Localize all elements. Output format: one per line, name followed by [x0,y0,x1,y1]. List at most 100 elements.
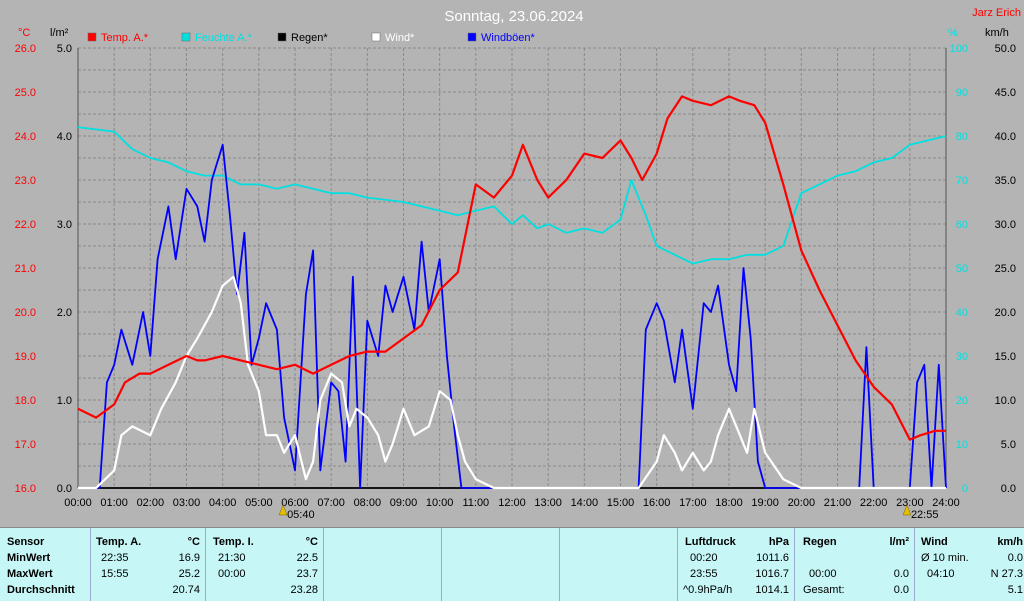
stats-sensor-header: Sensor [7,536,45,548]
temp-i-min-time: 21:30 [218,552,246,564]
temp-tick-label: 20.0 [15,307,36,319]
temp-i-max: 23.7 [296,568,318,580]
temp-i-title: Temp. I. [213,536,254,548]
humidity-unit-label: % [948,27,958,39]
chart-title: Sonntag, 23.06.2024 [444,8,583,25]
temp-i-max-time: 00:00 [218,568,246,580]
humidity-tick-label: 60 [956,219,968,231]
stats-temp-a-column: Temp. A. °C 22:35 16.9 15:55 25.2 20.74 [90,528,206,601]
chart-legend: Temp. A.* Feuchte A.* Regen* Wind* Windböen* [87,32,536,44]
temp-tick-label: 23.0 [15,175,36,187]
humidity-tick-label: 0 [962,483,968,495]
rain-unit: l/m² [889,536,909,548]
pressure-unit: hPa [768,536,789,548]
stats-empty-column [323,528,442,601]
x-tick-label: 06:00 [281,497,309,509]
x-tick-label: 11:00 [462,497,489,509]
wind-tick-label: 15.0 [995,351,1016,363]
wind-max: N 27.3 [990,568,1023,580]
rain-total: 0.0 [893,584,909,596]
humidity-tick-label: 90 [956,87,968,99]
legend-swatch [87,32,97,42]
stats-row-max: MaxWert [7,568,53,580]
rain-tick-label: 5.0 [57,43,72,55]
humidity-tick-label: 40 [956,307,968,319]
x-tick-label: 22:00 [860,497,888,509]
pressure-max: 1016.7 [755,568,789,580]
pressure-max-time: 23:55 [690,568,718,580]
stats-row-min: MinWert [7,552,51,564]
temp-tick-label: 26.0 [15,43,36,55]
legend-label: Feuchte A.* [195,32,253,44]
x-tick-label: 16:00 [643,497,671,509]
pressure-min: 1011.6 [756,552,789,564]
x-tick-label: 21:00 [824,497,852,509]
x-tick-label: 23:00 [896,497,924,509]
stats-sensor-column: Sensor MinWert MaxWert Durchschnitt [0,528,90,601]
legend-label: Temp. A.* [101,32,149,44]
rain-tick-label: 3.0 [57,219,72,231]
x-tick-label: 10:00 [426,497,454,509]
temp-a-max: 25.2 [178,568,200,580]
rain-title: Regen [803,536,837,548]
x-tick-label: 05:00 [245,497,273,509]
x-tick-label: 03:00 [173,497,201,509]
rain-max: 0.0 [893,568,909,580]
temp-tick-label: 24.0 [15,131,36,143]
x-tick-label: 04:00 [209,497,237,509]
rain-tick-label: 1.0 [57,395,72,407]
x-tick-label: 19:00 [751,497,779,509]
wind-tick-label: 45.0 [995,87,1016,99]
pressure-avg: 1014.1 [755,584,789,596]
x-tick-label: 18:00 [715,497,743,509]
temp-tick-label: 16.0 [15,483,36,495]
legend-label: Windböen* [481,32,536,44]
x-tick-label: 08:00 [354,497,382,509]
temp-i-avg: 23.28 [290,584,318,596]
legend-swatch [277,32,287,42]
wind-avg: 0.0 [1007,552,1023,564]
rain-tick-label: 2.0 [57,307,72,319]
humidity-tick-label: 100 [950,43,968,55]
wind-tick-label: 40.0 [995,131,1016,143]
temp-a-avg: 20.74 [172,584,200,596]
stats-pressure-column: Luftdruck hPa 00:20 1011.6 23:55 1016.7 … [677,528,795,601]
humidity-tick-label: 10 [956,439,968,451]
wind-tick-label: 10.0 [995,395,1016,407]
humidity-tick-label: 20 [956,395,968,407]
wind-unit: km/h [997,536,1023,548]
x-tick-label: 13:00 [534,497,562,509]
humidity-tick-label: 80 [956,131,968,143]
rain-tick-label: 0.0 [57,483,72,495]
stats-table: Sensor MinWert MaxWert Durchschnitt Temp… [0,527,1024,601]
wind-tick-label: 30.0 [995,219,1016,231]
x-tick-label: 24:00 [932,497,960,509]
temp-tick-label: 17.0 [15,439,36,451]
x-tick-label: 14:00 [571,497,599,509]
x-tick-label: 01:00 [100,497,128,509]
temp-unit-label: °C [18,27,30,39]
rain-unit-label: l/m² [50,27,69,39]
stats-wind-column: Wind km/h Ø 10 min. 0.0 04:10 N 27.3 5.1 [914,528,1024,601]
x-tick-label: 09:00 [390,497,418,509]
wind-max-time: 04:10 [927,568,955,580]
stats-row-avg: Durchschnitt [7,584,75,596]
temp-i-min: 22.5 [296,552,318,564]
pressure-title: Luftdruck [685,536,736,548]
legend-swatch [371,32,381,42]
wind-tick-label: 5.0 [1001,439,1016,451]
temp-a-max-time: 15:55 [101,568,129,580]
temp-tick-label: 22.0 [15,219,36,231]
x-tick-label: 20:00 [788,497,816,509]
stats-empty-column [441,528,560,601]
sun-marker-icon [902,504,912,516]
stats-rain-column: Regen l/m² 00:00 0.0 Gesamt: 0.0 [794,528,915,601]
series-line-tempa [77,95,946,441]
stats-empty-column [559,528,678,601]
temp-a-min: 16.9 [178,552,200,564]
wind-avg-label: Ø 10 min. [921,552,969,564]
rain-max-time: 00:00 [809,568,837,580]
wind-title: Wind [921,536,948,548]
x-tick-label: 07:00 [317,497,345,509]
temp-tick-label: 25.0 [15,87,36,99]
